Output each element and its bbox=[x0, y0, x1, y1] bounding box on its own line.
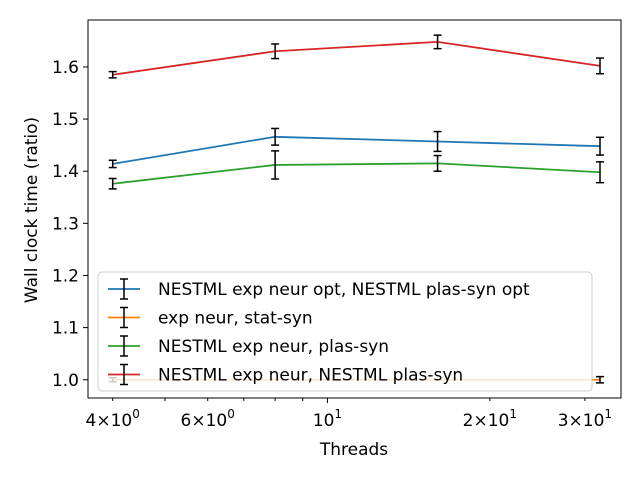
legend-item: NESTML exp neur, plas-syn bbox=[108, 335, 389, 357]
error-bar bbox=[433, 130, 442, 153]
error-bar bbox=[271, 43, 280, 60]
legend-label: NESTML exp neur opt, NESTML plas-syn opt bbox=[158, 280, 530, 300]
y-tick-label: 1.3 bbox=[52, 214, 79, 234]
legend-box bbox=[97, 271, 593, 392]
x-axis: 4×100 6×100 101 2×101 3×101 bbox=[86, 398, 612, 431]
legend-label: NESTML exp neur, NESTML plas-syn bbox=[158, 366, 463, 386]
error-bar bbox=[595, 375, 604, 384]
series-line bbox=[112, 135, 601, 165]
y-axis-label: Wall clock time (ratio) bbox=[22, 117, 42, 303]
series-2 bbox=[108, 150, 604, 190]
series-line bbox=[112, 162, 601, 185]
x-tick-label: 3×101 bbox=[558, 407, 612, 431]
error-bar bbox=[595, 161, 604, 184]
y-tick-label: 1.1 bbox=[52, 319, 79, 339]
series-3 bbox=[108, 34, 604, 79]
legend: NESTML exp neur opt, NESTML plas-syn opt… bbox=[97, 271, 593, 392]
y-tick-label: 1.5 bbox=[52, 110, 79, 130]
y-tick-label: 1.0 bbox=[52, 371, 79, 391]
error-bar bbox=[108, 70, 117, 79]
legend-item: NESTML exp neur opt, NESTML plas-syn opt bbox=[108, 278, 530, 300]
series-line bbox=[112, 40, 601, 76]
plot-frame bbox=[87, 19, 622, 399]
error-bar bbox=[595, 136, 604, 156]
error-bar bbox=[433, 154, 442, 172]
y-tick-label: 1.2 bbox=[52, 266, 79, 286]
legend-label: exp neur, stat-syn bbox=[158, 309, 313, 329]
legend-label: NESTML exp neur, plas-syn bbox=[158, 337, 389, 357]
x-tick-label: 4×100 bbox=[86, 407, 140, 431]
error-bar bbox=[108, 177, 117, 190]
y-tick-label: 1.4 bbox=[52, 162, 79, 182]
x-tick-label: 6×100 bbox=[181, 407, 235, 431]
y-tick-label: 1.6 bbox=[52, 58, 79, 78]
x-axis-label: Threads bbox=[319, 440, 388, 460]
legend-item: exp neur, stat-syn bbox=[108, 306, 313, 329]
x-tick-label: 2×101 bbox=[463, 407, 517, 431]
x-tick-label: 101 bbox=[313, 407, 342, 431]
series-0 bbox=[108, 127, 604, 169]
error-bar bbox=[108, 159, 117, 169]
error-bar bbox=[271, 127, 280, 146]
error-bar bbox=[433, 34, 442, 50]
legend-item: NESTML exp neur, NESTML plas-syn bbox=[108, 363, 463, 386]
error-bar bbox=[271, 150, 280, 180]
y-axis: 1.0 1.1 1.2 1.3 1.4 1.5 1.6 bbox=[52, 58, 88, 391]
error-bar bbox=[595, 57, 604, 75]
